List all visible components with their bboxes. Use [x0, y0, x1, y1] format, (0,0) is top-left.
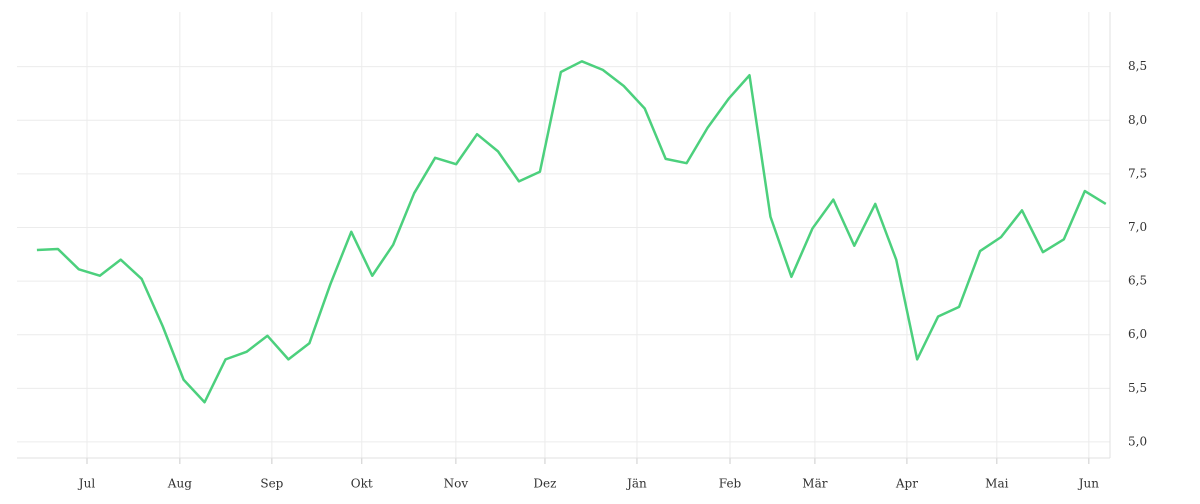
x-tick-label: Jun — [1077, 477, 1100, 491]
x-tick-label: Feb — [719, 477, 742, 491]
y-tick-label: 7,5 — [1128, 166, 1147, 180]
y-tick-label: 5,5 — [1128, 381, 1147, 395]
x-tick-label: Okt — [351, 477, 373, 491]
x-tick-label: Mai — [985, 477, 1008, 491]
x-tick-label: Aug — [167, 477, 192, 491]
y-tick-label: 7,0 — [1128, 220, 1147, 234]
x-tick-label: Mär — [802, 477, 827, 491]
y-tick-label: 8,5 — [1128, 59, 1147, 73]
y-tick-label: 8,0 — [1128, 113, 1147, 127]
x-tick-label: Jul — [77, 477, 96, 491]
x-tick-label: Sep — [260, 477, 283, 491]
y-tick-label: 5,0 — [1128, 434, 1147, 448]
x-tick-label: Apr — [895, 477, 918, 491]
data-line — [36, 60, 1107, 404]
x-tick-label: Dez — [533, 477, 556, 491]
x-tick-label: Nov — [444, 477, 469, 491]
y-tick-label: 6,0 — [1128, 327, 1147, 341]
x-tick-label: Jän — [625, 477, 647, 491]
y-tick-label: 6,5 — [1128, 274, 1147, 288]
